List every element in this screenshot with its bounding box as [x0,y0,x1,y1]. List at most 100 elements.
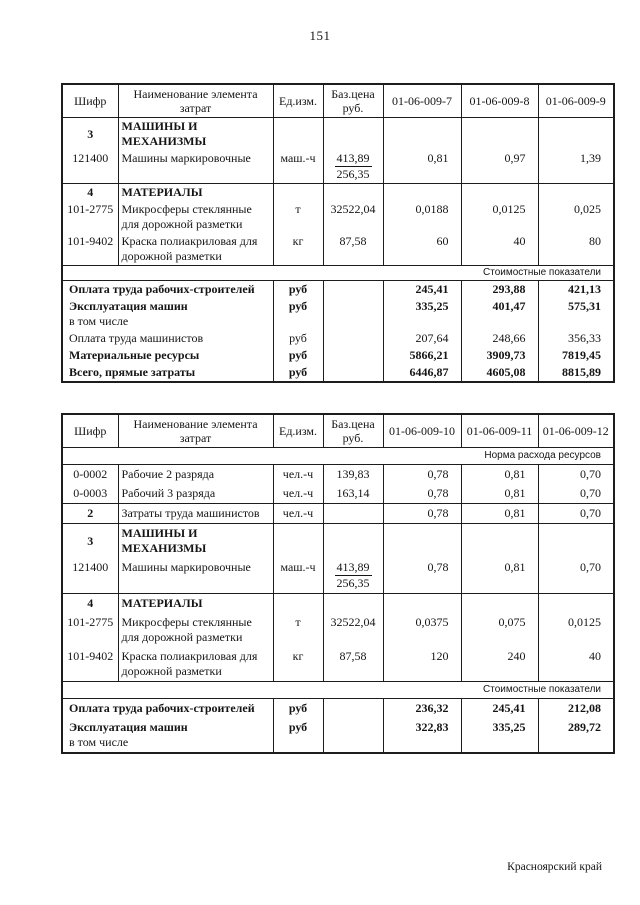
base-price-cell [322,117,384,150]
header-cell: 01-06-009-12 [537,414,615,448]
header-cell: 01-06-009-9 [537,84,615,118]
price-denominator: 256,35 [336,167,370,181]
value-cell: 236,32 [382,698,462,718]
value-cell [537,593,615,613]
page-number: 151 [309,28,331,43]
value-cell: 245,41 [460,698,539,718]
name-cell: Затраты труда машинистов [117,503,274,524]
value-cell [537,117,615,150]
unit-cell: руб [272,280,324,298]
value-cell: 335,25 [460,718,539,753]
value-cell [382,523,462,558]
section-title: МАТЕРИАЛЫ [117,593,274,613]
value-cell: 401,47 [460,298,539,330]
table-row: 121400 Машины маркировочные маш.-ч 413,8… [61,150,615,184]
unit-cell: т [272,613,324,647]
cost-label: Материальные ресурсы [69,348,200,362]
base-price-cell: 32522,04 [322,613,384,647]
header-cell: Ед.изм. [272,84,324,118]
value-cell: 0,81 [460,484,539,504]
cost-row: Оплата труда машинистов руб 207,64 248,6… [61,330,615,347]
value-cell: 0,81 [460,464,539,484]
cost-band-label: Стоимостные показатели [61,681,615,699]
base-price-cell [322,298,384,330]
price-numerator: 413,89 [334,151,372,167]
cost-sublabel: в том числе [69,314,129,328]
base-price-cell [322,347,384,364]
value-cell: 212,08 [537,698,615,718]
value-cell: 0,0188 [382,201,462,233]
code-cell: 2 [61,503,119,524]
unit-cell [272,117,324,150]
code-cell: 121400 [61,150,119,184]
price-numerator: 413,89 [334,560,372,576]
value-cell [382,183,462,201]
code-cell: 101-2775 [61,201,119,233]
value-cell: 289,72 [537,718,615,753]
base-price-cell [322,698,384,718]
cost-sublabel: в том числе [69,735,129,749]
base-price-cell: 163,14 [322,484,384,504]
value-cell: 0,78 [382,464,462,484]
cost-label: Эксплуатация машин [69,299,188,313]
unit-cell: руб [272,698,324,718]
code-cell: 4 [61,593,119,613]
value-cell: 240 [460,647,539,682]
value-cell: 0,0125 [460,201,539,233]
value-cell: 4605,08 [460,364,539,382]
value-cell [382,117,462,150]
cost-row: Всего, прямые затраты руб 6446,87 4605,0… [61,364,615,382]
value-cell: 0,81 [460,558,539,594]
value-cell: 5866,21 [382,347,462,364]
name-cell: Краска полиакриловая для дорожной размет… [117,647,274,682]
cost-row: Эксплуатация машин в том числе руб 335,2… [61,298,615,330]
name-cell: Микросферы стеклянные для дорожной разме… [117,613,274,647]
name-cell: Краска полиакриловая для дорожной размет… [117,233,274,266]
value-cell: 0,0375 [382,613,462,647]
value-cell: 0,70 [537,558,615,594]
value-cell [537,523,615,558]
unit-cell [272,593,324,613]
header-cell: Баз.цена руб. [322,414,384,448]
base-price-cell: 87,58 [322,647,384,682]
value-cell: 40 [460,233,539,266]
band-row: Стоимостные показатели [61,681,615,699]
section-title: МАТЕРИАЛЫ [117,183,274,201]
value-cell: 248,66 [460,330,539,347]
value-cell: 0,81 [460,503,539,524]
value-cell: 245,41 [382,280,462,298]
unit-cell: чел.-ч [272,484,324,504]
cost-label-cell: Эксплуатация машин в том числе [61,298,274,330]
table-row: 101-2775 Микросферы стеклянные для дорож… [61,613,615,647]
section-title: МАШИНЫ И МЕХАНИЗМЫ [117,117,274,150]
norm-band-label: Норма расхода ресурсов [61,447,615,465]
value-cell [382,593,462,613]
cost-row: Эксплуатация машин в том числе руб 322,8… [61,718,615,753]
header-cell: 01-06-009-7 [382,84,462,118]
cost-label-cell: Оплата труда рабочих-строителей [61,698,274,718]
value-cell [460,183,539,201]
unit-cell: руб [272,347,324,364]
cost-row: Материальные ресурсы руб 5866,21 3909,73… [61,347,615,364]
value-cell: 0,78 [382,484,462,504]
cost-label-cell: Материальные ресурсы [61,347,274,364]
value-cell: 6446,87 [382,364,462,382]
unit-cell: чел.-ч [272,503,324,524]
table-row: 101-9402 Краска полиакриловая для дорожн… [61,233,615,266]
base-price-cell [322,503,384,524]
value-cell: 335,25 [382,298,462,330]
value-cell: 0,70 [537,503,615,524]
header-cell: Ед.изм. [272,414,324,448]
value-cell: 0,70 [537,484,615,504]
base-price-cell [322,330,384,347]
cost-band-label: Стоимостные показатели [61,265,615,281]
value-cell [460,523,539,558]
section-row: 4 МАТЕРИАЛЫ [61,183,615,201]
header-cell: Баз.цена руб. [322,84,384,118]
header-cell: Наименование элемента затрат [117,84,274,118]
unit-cell: руб [272,718,324,753]
cost-row: Оплата труда рабочих-строителей руб 245,… [61,280,615,298]
name-cell: Рабочие 2 разряда [117,464,274,484]
cost-label: Оплата труда рабочих-строителей [69,282,255,296]
cost-label-cell: Всего, прямые затраты [61,364,274,382]
